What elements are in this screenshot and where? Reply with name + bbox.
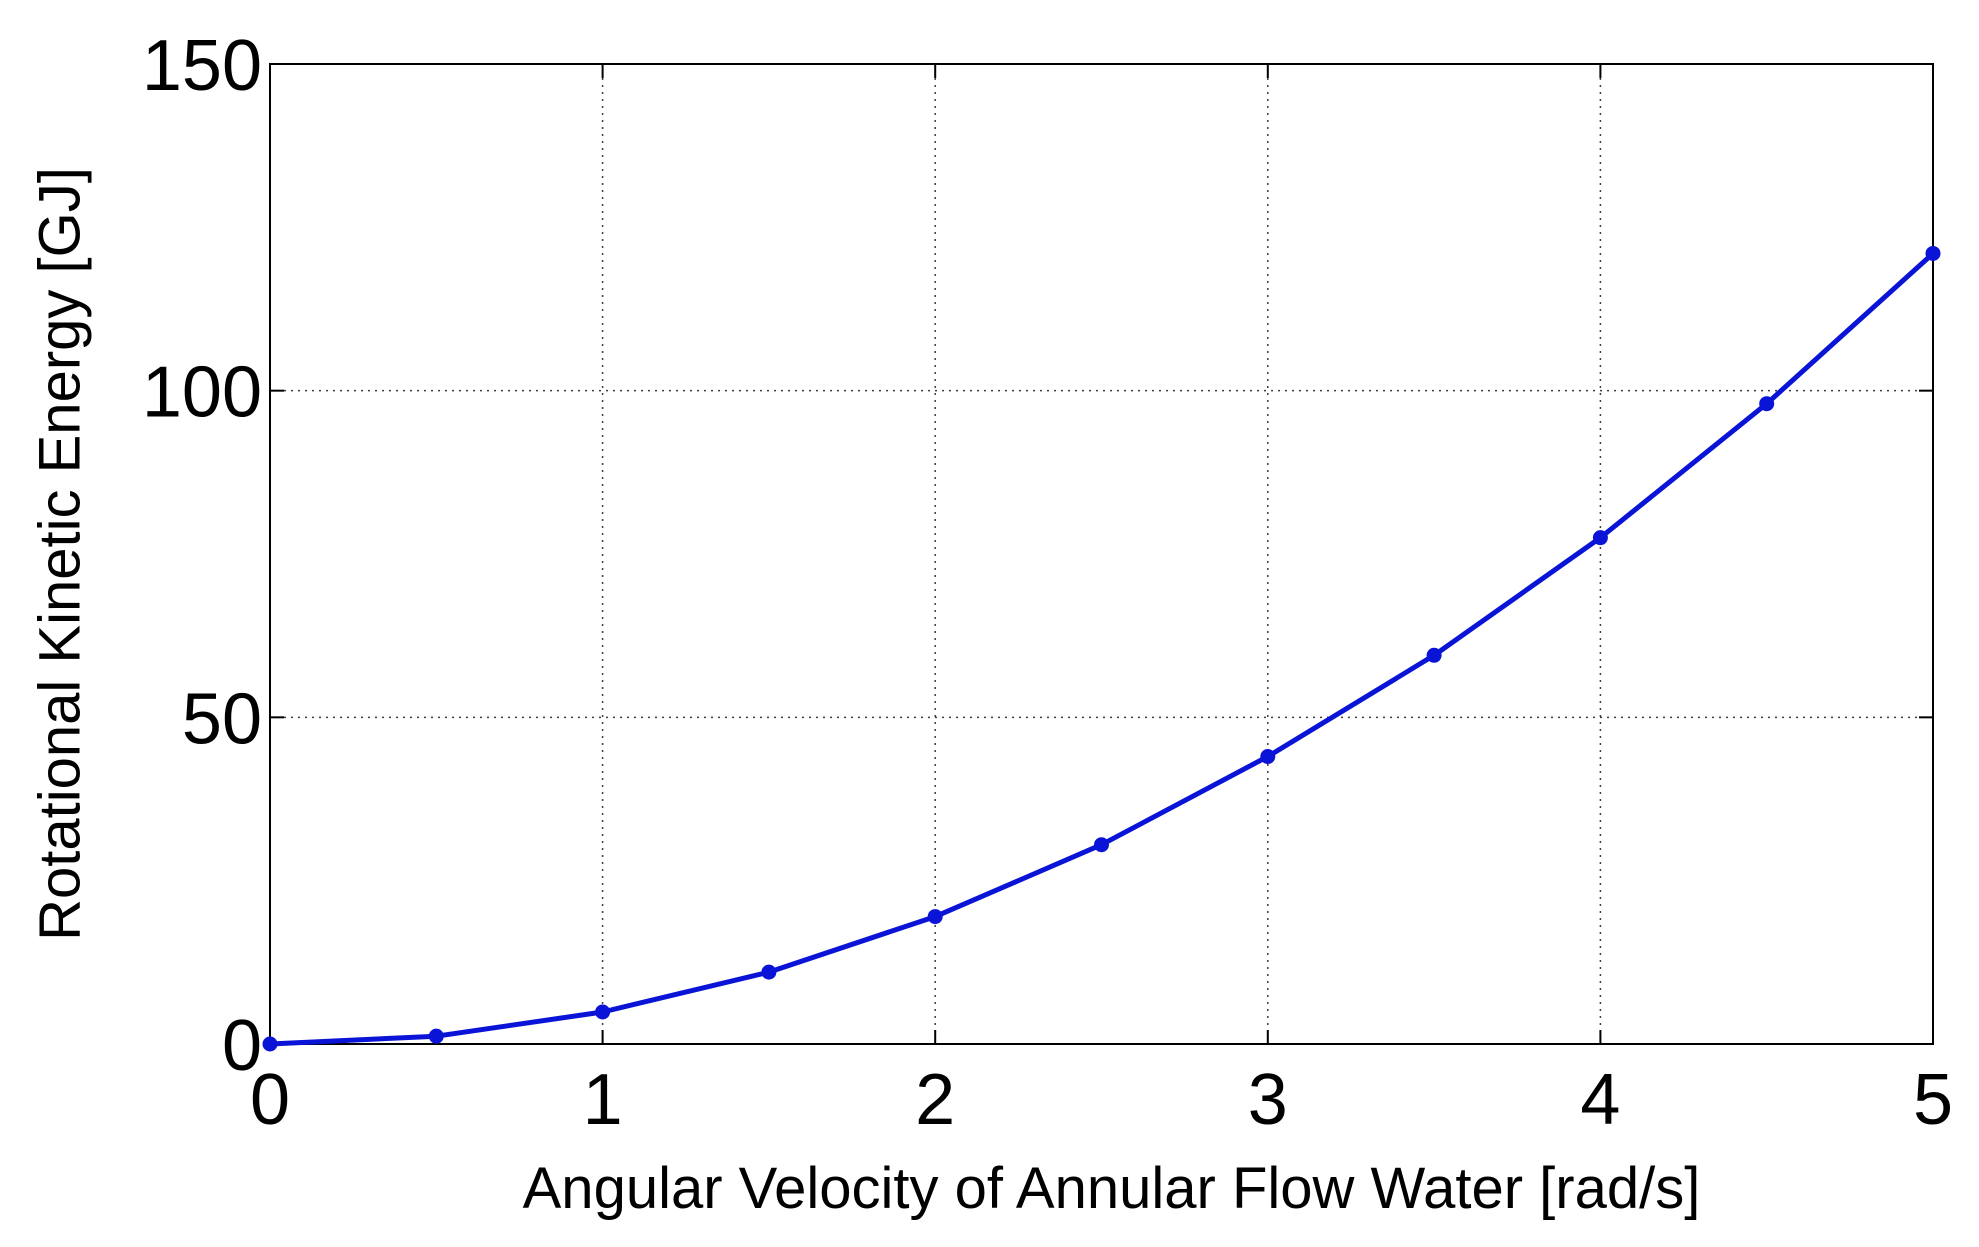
data-point [1592, 530, 1608, 546]
data-point [595, 1004, 611, 1020]
x-tick-label: 3 [1248, 1060, 1288, 1140]
x-tick-label: 4 [1580, 1060, 1620, 1140]
data-point-markers [262, 245, 1941, 1052]
data-point [761, 964, 777, 980]
y-tick-labels: 0 50 100 150 [142, 26, 262, 1086]
data-point [1925, 245, 1941, 261]
x-tick-label: 5 [1913, 1060, 1953, 1140]
series-line [267, 251, 1936, 1047]
y-tick-label: 150 [142, 26, 262, 106]
y-tick-label: 50 [182, 679, 262, 759]
y-axis-label: Rotational Kinetic Energy [GJ] [27, 167, 92, 941]
data-point [1426, 647, 1442, 663]
x-tick-label: 0 [250, 1060, 290, 1140]
axis-ticks [269, 63, 1934, 1045]
grid-lines [270, 64, 1933, 1044]
data-point [927, 909, 943, 925]
plot-area-frame [269, 63, 1934, 1045]
data-point [262, 1036, 278, 1052]
y-tick-label: 100 [142, 353, 262, 433]
data-point [428, 1028, 444, 1044]
y-tick-label: 0 [222, 1006, 262, 1086]
x-axis-label: Angular Velocity of Annular Flow Water [… [523, 1156, 1701, 1221]
x-tick-labels: 0 1 2 3 4 5 [250, 1060, 1953, 1140]
data-point [1260, 749, 1276, 765]
data-point [1759, 396, 1775, 412]
data-point [1094, 837, 1109, 853]
x-tick-label: 1 [583, 1060, 623, 1140]
x-tick-label: 2 [915, 1060, 955, 1140]
